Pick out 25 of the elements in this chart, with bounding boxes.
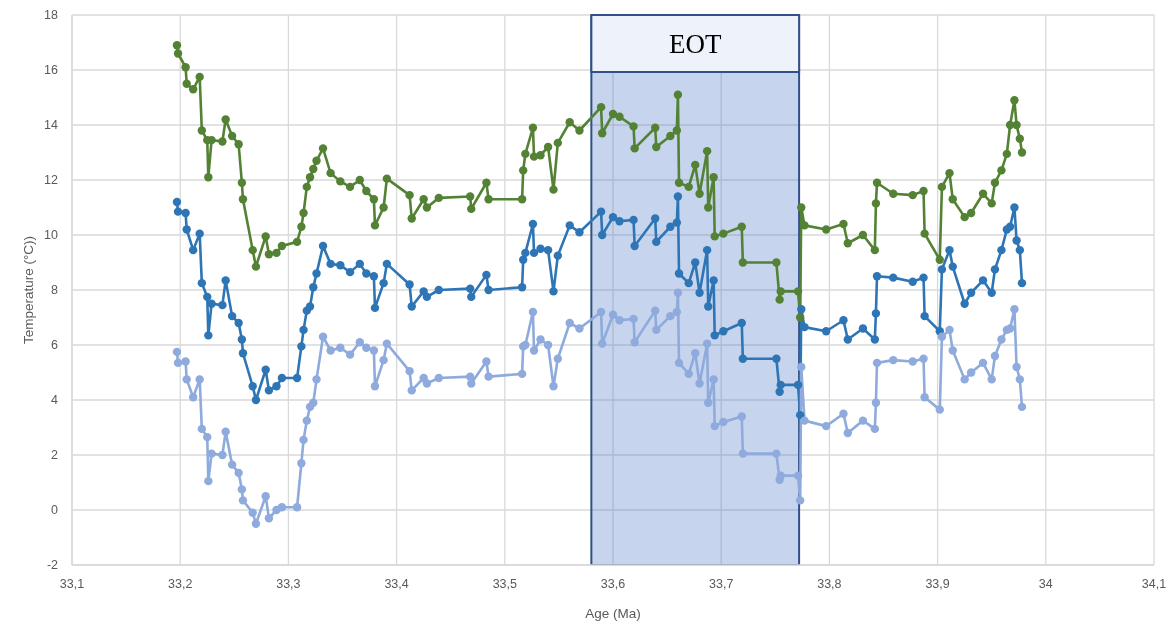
y-tick-label: 8 (51, 283, 59, 298)
y-tick-label: 6 (51, 338, 59, 353)
y-axis-title: Temperature (°C)) (20, 235, 36, 345)
x-tick-label: 33,7 (709, 576, 734, 591)
x-tick-label: 33,6 (600, 576, 626, 591)
band-label: EOT (668, 28, 722, 59)
x-tick-label: 33,3 (276, 576, 301, 591)
x-tick-label: 33,9 (925, 576, 950, 591)
x-tick-label: 33,4 (384, 576, 409, 591)
y-tick-label: 2 (51, 448, 59, 463)
y-tick-label: -2 (46, 558, 59, 573)
x-tick-label: 33,2 (168, 576, 193, 591)
x-tick-label: 33,5 (492, 576, 517, 591)
y-tick-label: 16 (44, 63, 59, 78)
y-tick-label: 18 (44, 8, 59, 23)
x-tick-label: 33,8 (817, 576, 842, 591)
y-tick-label: 4 (51, 393, 59, 408)
x-tick-label: 34 (1038, 576, 1053, 591)
y-tick-label: 10 (44, 228, 59, 243)
x-tick-label: 33,1 (59, 576, 85, 591)
y-tick-label: 12 (44, 173, 59, 188)
x-tick-label: 34,1 (1141, 576, 1167, 591)
y-tick-label: 0 (51, 503, 59, 518)
y-tick-label: 14 (44, 118, 59, 133)
x-axis-title: Age (Ma) (585, 605, 641, 621)
